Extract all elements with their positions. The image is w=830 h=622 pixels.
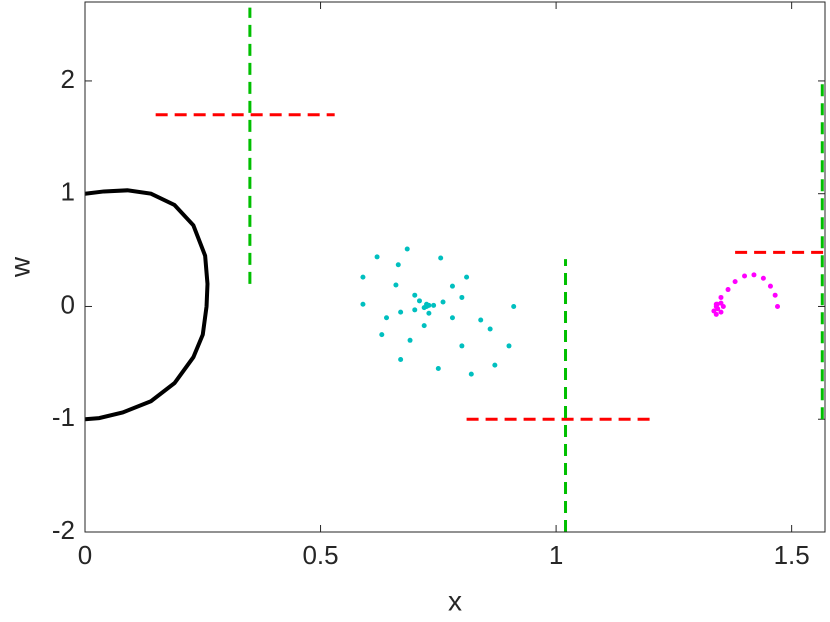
point	[404, 246, 410, 252]
x-tick-label: 0	[78, 540, 92, 570]
point	[715, 306, 721, 312]
point	[459, 343, 465, 349]
point	[421, 323, 427, 329]
y-tick-label: -2	[52, 515, 75, 545]
point	[775, 303, 781, 309]
point	[426, 310, 432, 316]
y-tick-label: 2	[61, 64, 75, 94]
point	[416, 298, 422, 304]
curve	[84, 188, 210, 422]
point	[449, 283, 455, 289]
point	[492, 362, 498, 368]
point	[459, 294, 465, 300]
point	[772, 292, 778, 298]
point	[449, 315, 455, 321]
point	[725, 287, 731, 293]
point	[407, 337, 413, 343]
point	[742, 273, 748, 279]
x-axis-label: x	[448, 585, 462, 616]
point	[395, 262, 401, 268]
point	[713, 311, 719, 317]
x-tick-label: 1.5	[774, 540, 810, 570]
point	[718, 309, 724, 315]
x-tick-label: 1	[549, 540, 563, 570]
point	[440, 299, 446, 305]
point	[767, 283, 773, 289]
point	[379, 332, 385, 338]
point	[426, 302, 432, 308]
point	[360, 301, 366, 307]
point	[478, 317, 484, 323]
point	[487, 326, 493, 332]
point	[468, 371, 474, 377]
point	[732, 279, 738, 285]
y-tick-label: -1	[52, 402, 75, 432]
point	[374, 254, 380, 260]
point	[393, 282, 399, 288]
point	[751, 272, 757, 278]
point	[431, 302, 437, 308]
x-tick-label: 0.5	[302, 540, 338, 570]
point	[435, 365, 441, 371]
point	[718, 294, 724, 300]
point	[412, 292, 418, 298]
y-tick-label: 0	[61, 289, 75, 319]
point	[412, 307, 418, 313]
point	[360, 274, 366, 280]
point	[511, 303, 517, 309]
plot-area	[85, 2, 825, 532]
point	[398, 356, 404, 362]
point	[398, 309, 404, 315]
point	[506, 343, 512, 349]
point	[464, 274, 470, 280]
point	[718, 300, 724, 306]
y-axis-label: w	[4, 256, 35, 278]
axes-box	[84, 1, 826, 533]
y-tick-label: 1	[61, 177, 75, 207]
point	[760, 275, 766, 281]
point	[384, 315, 390, 321]
point	[438, 255, 444, 261]
